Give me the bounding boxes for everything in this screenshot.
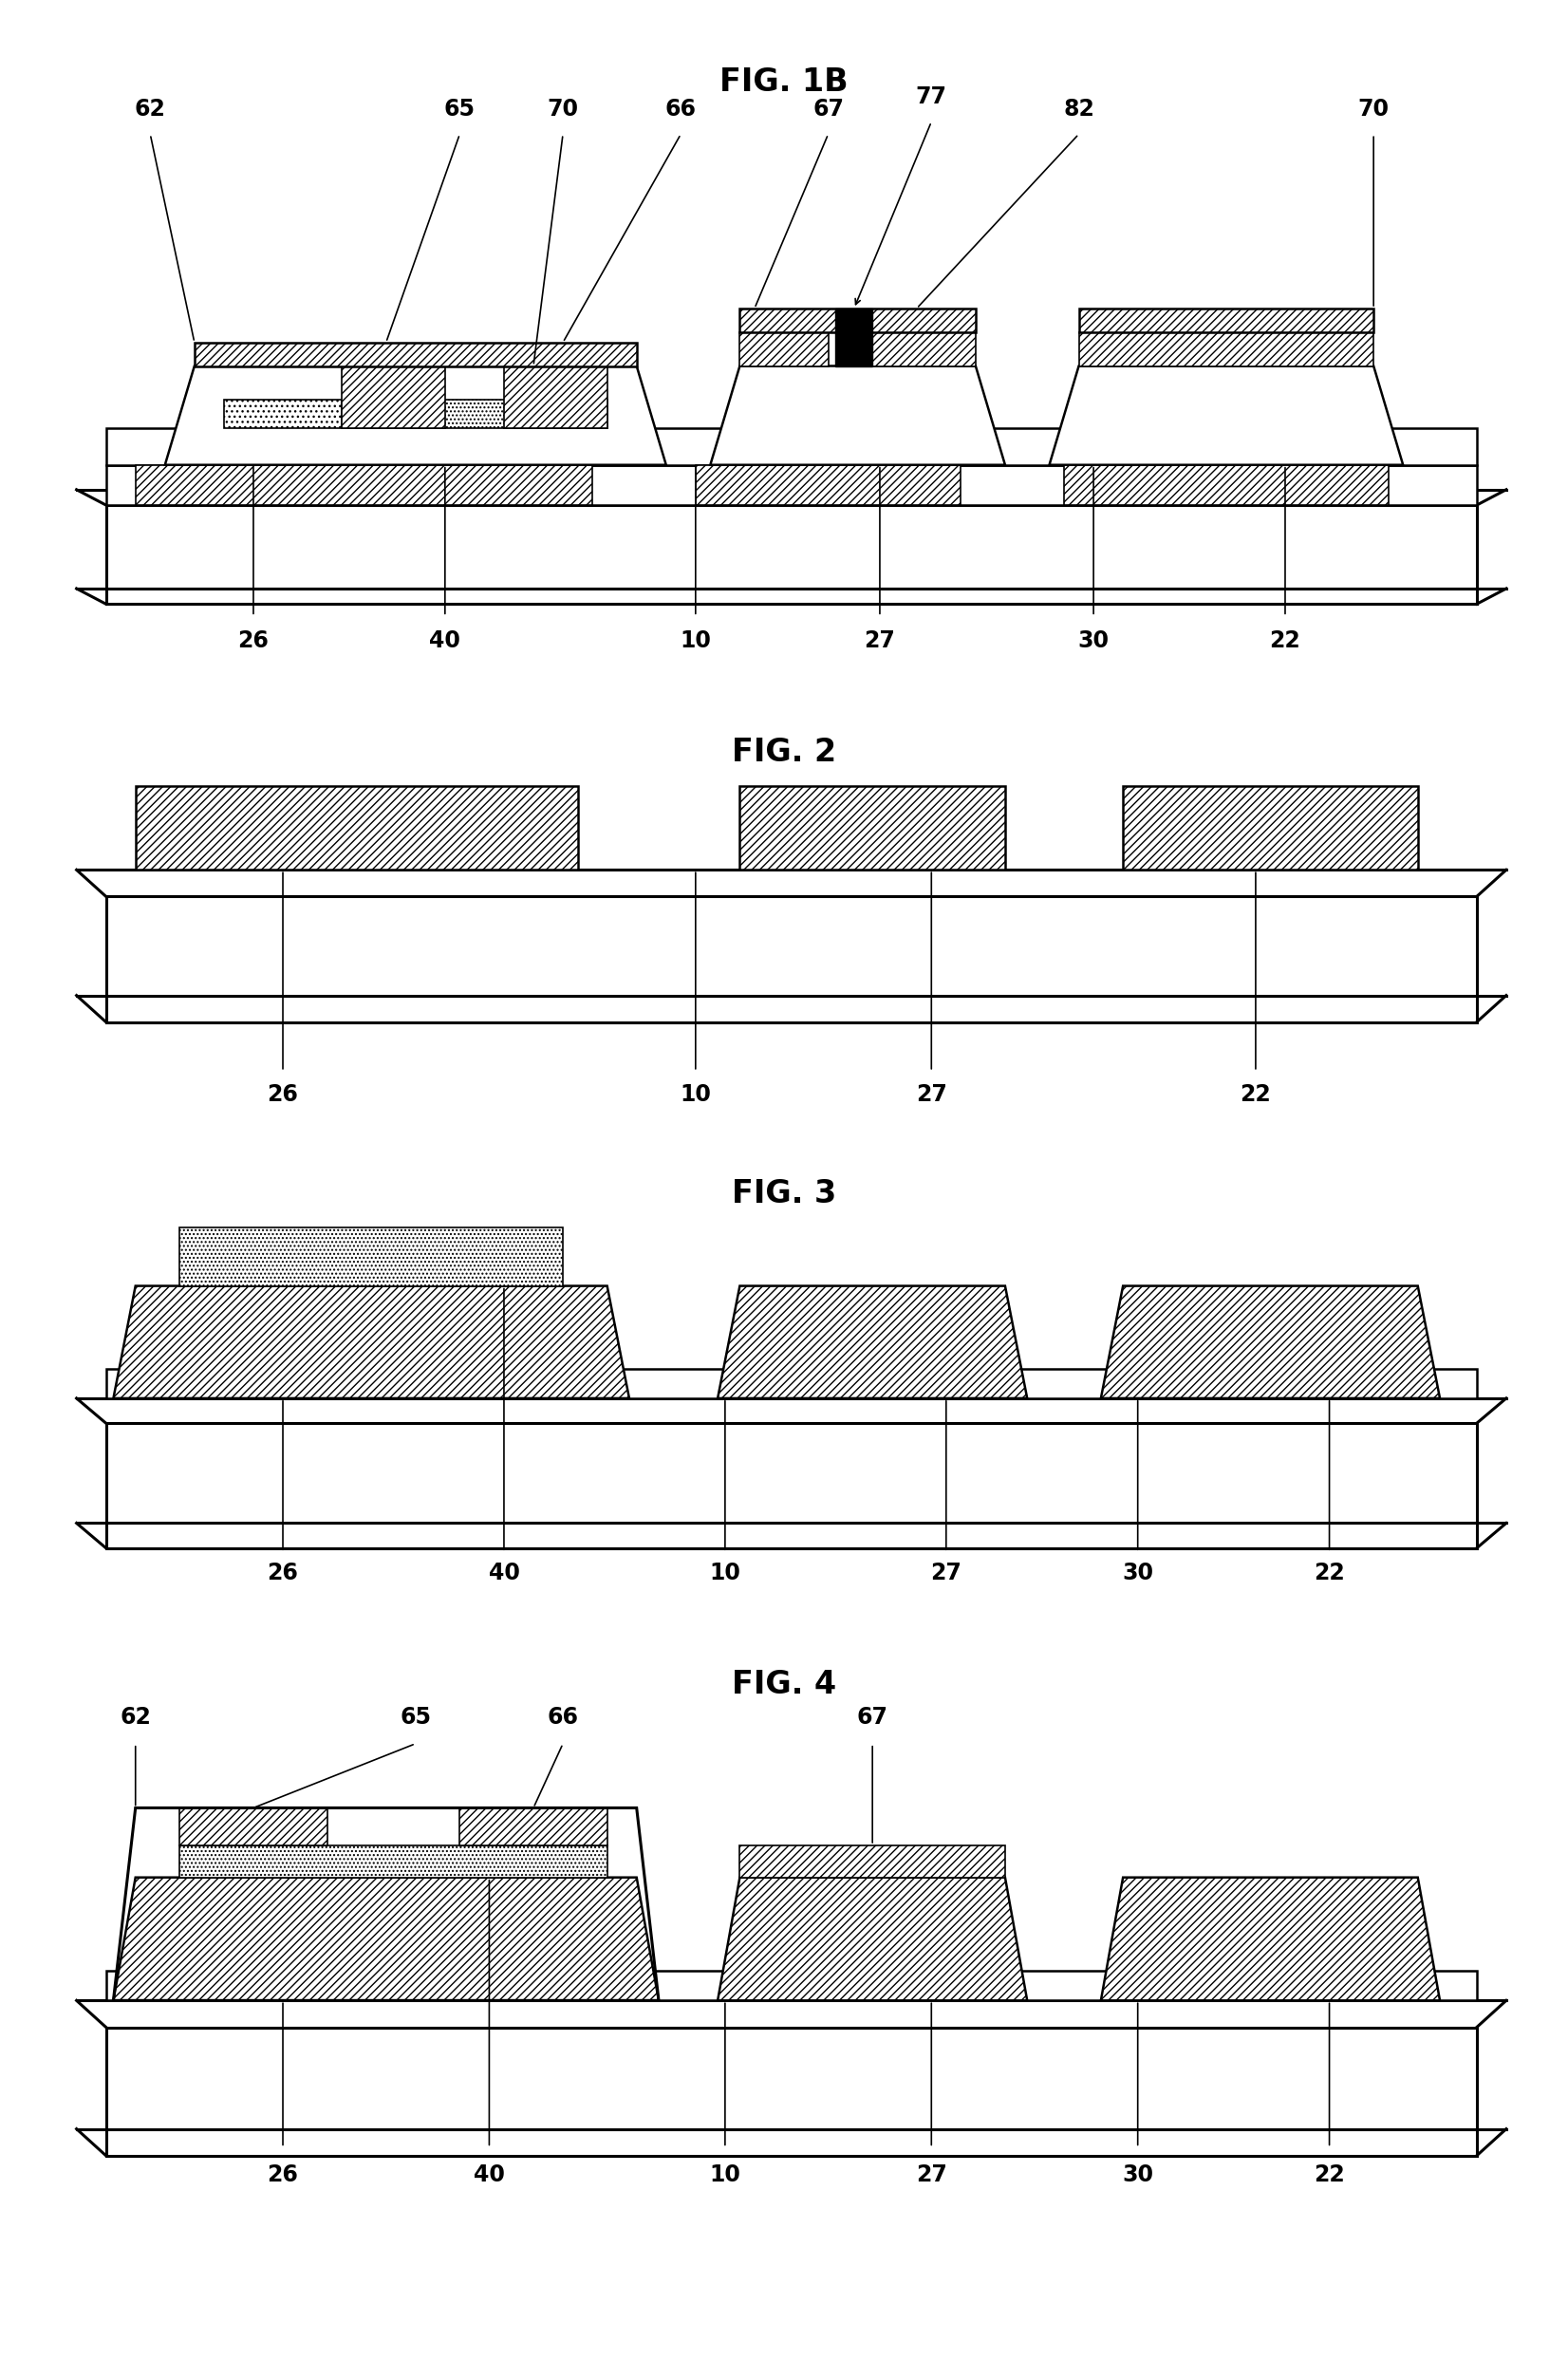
Polygon shape xyxy=(135,787,577,870)
Text: 10: 10 xyxy=(681,1082,712,1106)
Polygon shape xyxy=(194,342,637,366)
Text: 27: 27 xyxy=(864,630,895,652)
Polygon shape xyxy=(107,466,1477,504)
Text: 10: 10 xyxy=(709,2164,740,2185)
Text: 70: 70 xyxy=(1358,97,1389,121)
Polygon shape xyxy=(342,366,445,428)
Polygon shape xyxy=(107,2026,1477,2154)
Polygon shape xyxy=(872,333,975,366)
Polygon shape xyxy=(740,309,975,333)
Text: 26: 26 xyxy=(267,1562,298,1584)
Text: 26: 26 xyxy=(238,630,270,652)
Polygon shape xyxy=(107,428,1477,466)
Polygon shape xyxy=(107,1370,1477,1398)
Polygon shape xyxy=(1101,1879,1439,2000)
Polygon shape xyxy=(107,504,1477,604)
Text: 26: 26 xyxy=(267,1082,298,1106)
Text: 62: 62 xyxy=(135,97,166,121)
Text: 77: 77 xyxy=(916,86,947,109)
Polygon shape xyxy=(836,309,872,366)
Text: 22: 22 xyxy=(1314,1562,1345,1584)
Polygon shape xyxy=(740,333,828,366)
Polygon shape xyxy=(718,1879,1027,2000)
Text: 65: 65 xyxy=(444,97,475,121)
Text: 30: 30 xyxy=(1077,630,1109,652)
Text: FIG. 4: FIG. 4 xyxy=(732,1669,836,1700)
Polygon shape xyxy=(165,366,666,466)
Text: 22: 22 xyxy=(1240,1082,1272,1106)
Polygon shape xyxy=(1079,309,1374,333)
Polygon shape xyxy=(503,366,607,428)
Text: 30: 30 xyxy=(1123,2164,1154,2185)
Text: 22: 22 xyxy=(1270,630,1301,652)
Polygon shape xyxy=(113,1286,629,1398)
Polygon shape xyxy=(1079,333,1374,366)
Text: 66: 66 xyxy=(665,97,696,121)
Text: 65: 65 xyxy=(400,1705,431,1729)
Polygon shape xyxy=(740,787,1005,870)
Polygon shape xyxy=(696,466,961,504)
Text: 67: 67 xyxy=(856,1705,887,1729)
Text: 10: 10 xyxy=(709,1562,740,1584)
Polygon shape xyxy=(224,400,342,428)
Polygon shape xyxy=(1101,1286,1439,1398)
Polygon shape xyxy=(180,1227,563,1286)
Text: 26: 26 xyxy=(267,2164,298,2185)
Text: FIG. 3: FIG. 3 xyxy=(732,1177,836,1208)
Text: 40: 40 xyxy=(430,630,461,652)
Text: 27: 27 xyxy=(930,1562,961,1584)
Polygon shape xyxy=(342,400,607,428)
Polygon shape xyxy=(107,897,1477,1023)
Text: 27: 27 xyxy=(916,1082,947,1106)
Text: FIG. 1B: FIG. 1B xyxy=(720,67,848,97)
Polygon shape xyxy=(135,466,593,504)
Text: 30: 30 xyxy=(1123,1562,1154,1584)
Polygon shape xyxy=(718,1286,1027,1398)
Polygon shape xyxy=(180,1807,328,1845)
Text: 70: 70 xyxy=(547,97,579,121)
Polygon shape xyxy=(180,1845,607,1879)
Text: 40: 40 xyxy=(474,2164,505,2185)
Polygon shape xyxy=(1123,787,1417,870)
Text: FIG. 2: FIG. 2 xyxy=(732,737,836,768)
Text: 10: 10 xyxy=(681,630,712,652)
Polygon shape xyxy=(107,1971,1477,2000)
Text: 62: 62 xyxy=(119,1705,151,1729)
Text: 40: 40 xyxy=(488,1562,519,1584)
Polygon shape xyxy=(710,366,1005,466)
Text: 27: 27 xyxy=(916,2164,947,2185)
Text: 22: 22 xyxy=(1314,2164,1345,2185)
Text: 82: 82 xyxy=(1063,97,1094,121)
Polygon shape xyxy=(1049,366,1403,466)
Polygon shape xyxy=(1065,466,1388,504)
Polygon shape xyxy=(107,1422,1477,1548)
Polygon shape xyxy=(459,1807,607,1845)
Text: 67: 67 xyxy=(812,97,844,121)
Polygon shape xyxy=(113,1879,659,2000)
Polygon shape xyxy=(740,1845,1005,1879)
Text: 66: 66 xyxy=(547,1705,579,1729)
